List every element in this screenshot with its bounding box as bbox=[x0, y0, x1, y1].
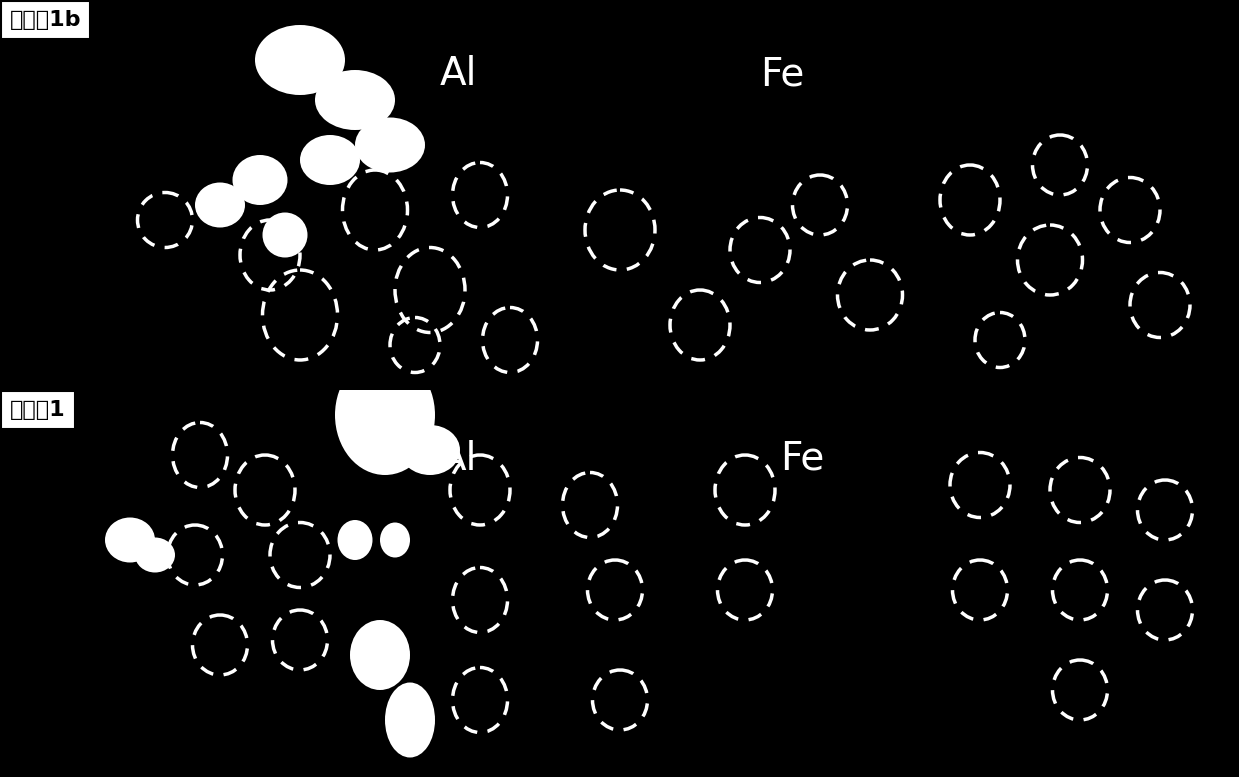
Ellipse shape bbox=[105, 517, 155, 563]
Ellipse shape bbox=[263, 212, 307, 257]
Ellipse shape bbox=[356, 117, 425, 172]
Ellipse shape bbox=[335, 355, 435, 475]
Text: Al: Al bbox=[440, 55, 477, 93]
Text: 对比例1: 对比例1 bbox=[10, 400, 66, 420]
Ellipse shape bbox=[385, 682, 435, 758]
Ellipse shape bbox=[337, 520, 373, 560]
Ellipse shape bbox=[380, 522, 410, 558]
Ellipse shape bbox=[300, 135, 361, 185]
Text: 实施例1b: 实施例1b bbox=[10, 10, 82, 30]
Ellipse shape bbox=[255, 25, 344, 95]
Text: Fe: Fe bbox=[781, 440, 824, 478]
Ellipse shape bbox=[400, 425, 460, 475]
Text: Al: Al bbox=[440, 440, 477, 478]
Ellipse shape bbox=[195, 183, 245, 228]
Ellipse shape bbox=[233, 155, 287, 205]
Ellipse shape bbox=[315, 70, 395, 130]
Ellipse shape bbox=[135, 538, 175, 573]
Ellipse shape bbox=[349, 620, 410, 690]
Text: Fe: Fe bbox=[760, 55, 804, 93]
